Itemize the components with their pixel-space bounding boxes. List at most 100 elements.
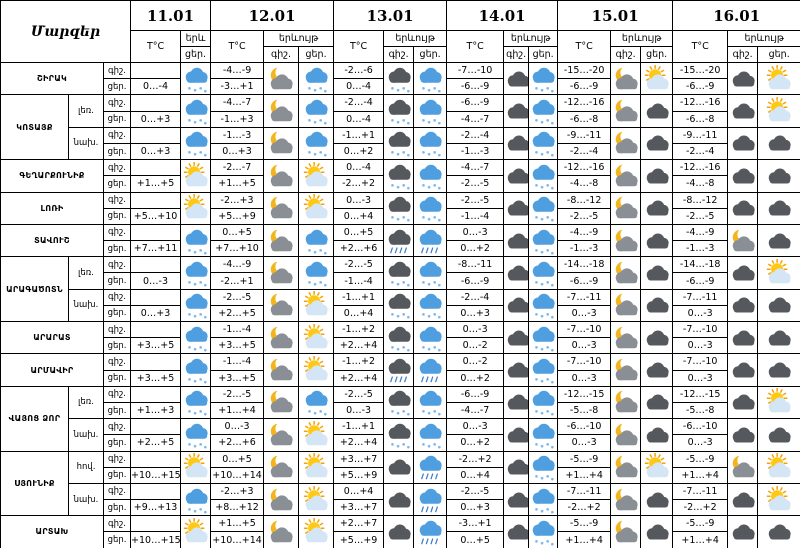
weather-icon	[767, 453, 791, 478]
table-row: ցեր. +3…+5 +3…+5 +2…+4 0…-2 0…-3 0…-3	[1, 337, 800, 355]
icon-cell	[383, 61, 415, 96]
temp-night: -2…-4	[333, 94, 385, 112]
icon-cell	[528, 353, 559, 387]
icon-cell	[640, 320, 674, 355]
weather-icon	[388, 196, 411, 222]
icon-cell	[727, 94, 759, 128]
temp-night: -7…-11	[672, 288, 729, 306]
table-row: նախ. գիշ. -2…+3 0…+4 -2…-5 -7…-11 -7…-11	[1, 482, 800, 517]
icon-cell	[298, 61, 335, 96]
icon-cell	[640, 256, 674, 290]
temp-night: -14…-18	[672, 256, 729, 274]
phenomenon-label: երևույթ	[383, 30, 448, 47]
weather-icon	[185, 229, 208, 255]
temp-night: -5…-9	[557, 450, 612, 468]
weather-icon	[732, 492, 755, 508]
icon-cell	[757, 450, 800, 484]
weather-icon	[732, 394, 755, 410]
icon-cell	[528, 450, 559, 484]
phenomenon-label: երև	[180, 30, 212, 47]
weather-icon	[305, 261, 328, 287]
weather-icon	[183, 453, 208, 478]
weather-icon	[185, 294, 208, 319]
day-label: ցեր.	[102, 369, 132, 387]
temp-day: 0…+3	[130, 304, 182, 323]
temp-night: -6…-10	[557, 418, 612, 436]
table-row: ցեր. 0…+3 -1…+3 0…-4 -4…-7 -6…-8 -6…-8	[1, 110, 800, 128]
weather-icon	[615, 162, 638, 187]
temp-day: -2…-5	[672, 207, 729, 225]
weather-icon	[532, 294, 555, 319]
icon-cell	[610, 126, 642, 161]
temp-day: +10…+14	[210, 466, 265, 484]
icon-cell	[757, 482, 800, 517]
weather-icon	[532, 67, 555, 93]
icon-cell	[263, 515, 300, 548]
weather-icon	[532, 358, 555, 384]
table-row: ՏԱՎՈՒՇ գիշ. 0…+5 0…+5 0…-3 -4…-9 -4…-9	[0, 223, 800, 258]
temp-day: 0…+3	[446, 499, 505, 517]
temp-day: 0…+4	[446, 466, 505, 484]
icon-cell	[640, 482, 674, 517]
weather-icon	[615, 292, 638, 316]
temp-night: -15…-20	[672, 61, 729, 80]
temp-day: +5…+9	[210, 207, 265, 225]
temp-day: 0…-3	[672, 304, 729, 323]
icon-cell	[180, 353, 212, 387]
temp-night: -14…-18	[557, 256, 612, 274]
night-label: գիշ.	[102, 320, 132, 339]
zone-label: լեռ.	[68, 256, 104, 290]
weather-icon	[419, 132, 442, 157]
icon-cell	[383, 288, 415, 323]
icon-cell	[727, 515, 759, 548]
weather-icon	[419, 164, 442, 190]
table-row: ցեր. +5…+10 +5…+9 0…+4 -1…-4 -2…-5 -2…-5	[1, 207, 800, 225]
temp-day: 0…-3	[672, 369, 729, 387]
icon-cell	[528, 256, 559, 290]
temp-night: 0…-3	[446, 223, 505, 242]
weather-icon	[305, 132, 328, 157]
day-label: ցեր.	[102, 434, 132, 452]
icon-cell	[757, 223, 800, 258]
night-label: գիշ.	[383, 46, 415, 63]
region-name: ՍՅՈՒՆԻՔ	[0, 450, 69, 517]
weather-icon	[388, 459, 411, 475]
icon-cell	[503, 61, 530, 96]
icon-cell	[727, 191, 759, 225]
weather-icon	[303, 356, 328, 381]
temp-day: -2…-4	[672, 142, 729, 161]
weather-icon	[646, 362, 669, 378]
temp-day: 0…-3	[557, 337, 612, 355]
icon-cell	[180, 320, 212, 355]
temp-night	[130, 256, 182, 274]
icon-cell	[413, 191, 448, 225]
icon-cell	[263, 482, 300, 517]
temp-label: T°C	[333, 30, 385, 63]
date: 14.01	[446, 0, 559, 31]
weather-icon	[270, 130, 293, 154]
icon-cell	[727, 159, 759, 193]
weather-icon	[507, 427, 528, 443]
weather-icon	[270, 454, 293, 478]
date: 12.01	[210, 0, 335, 31]
night-label: գիշ.	[102, 515, 132, 533]
temp-day: +10…+15	[130, 466, 182, 484]
temp-day: -4…-8	[672, 175, 729, 193]
icon-cell	[727, 223, 759, 258]
weather-icon	[419, 358, 442, 383]
temp-night: -2…-4	[446, 288, 505, 306]
temp-day: -2…+1	[210, 272, 265, 290]
temp-night: -7…-11	[557, 482, 612, 501]
weather-icon	[183, 517, 208, 543]
weather-icon	[646, 492, 669, 508]
temp-day: -1…-3	[672, 240, 729, 258]
temp-day: -6…-9	[557, 272, 612, 290]
region-name: ԱՐԱԳԱԾՈՏՆ	[0, 256, 69, 322]
weather-icon	[305, 391, 328, 416]
icon-cell	[640, 288, 674, 323]
weather-icon	[532, 488, 555, 514]
weather-icon	[388, 132, 411, 157]
temp-day: 0…+2	[446, 369, 505, 387]
icon-cell	[610, 482, 642, 517]
day-label: ցեր.	[102, 337, 132, 355]
